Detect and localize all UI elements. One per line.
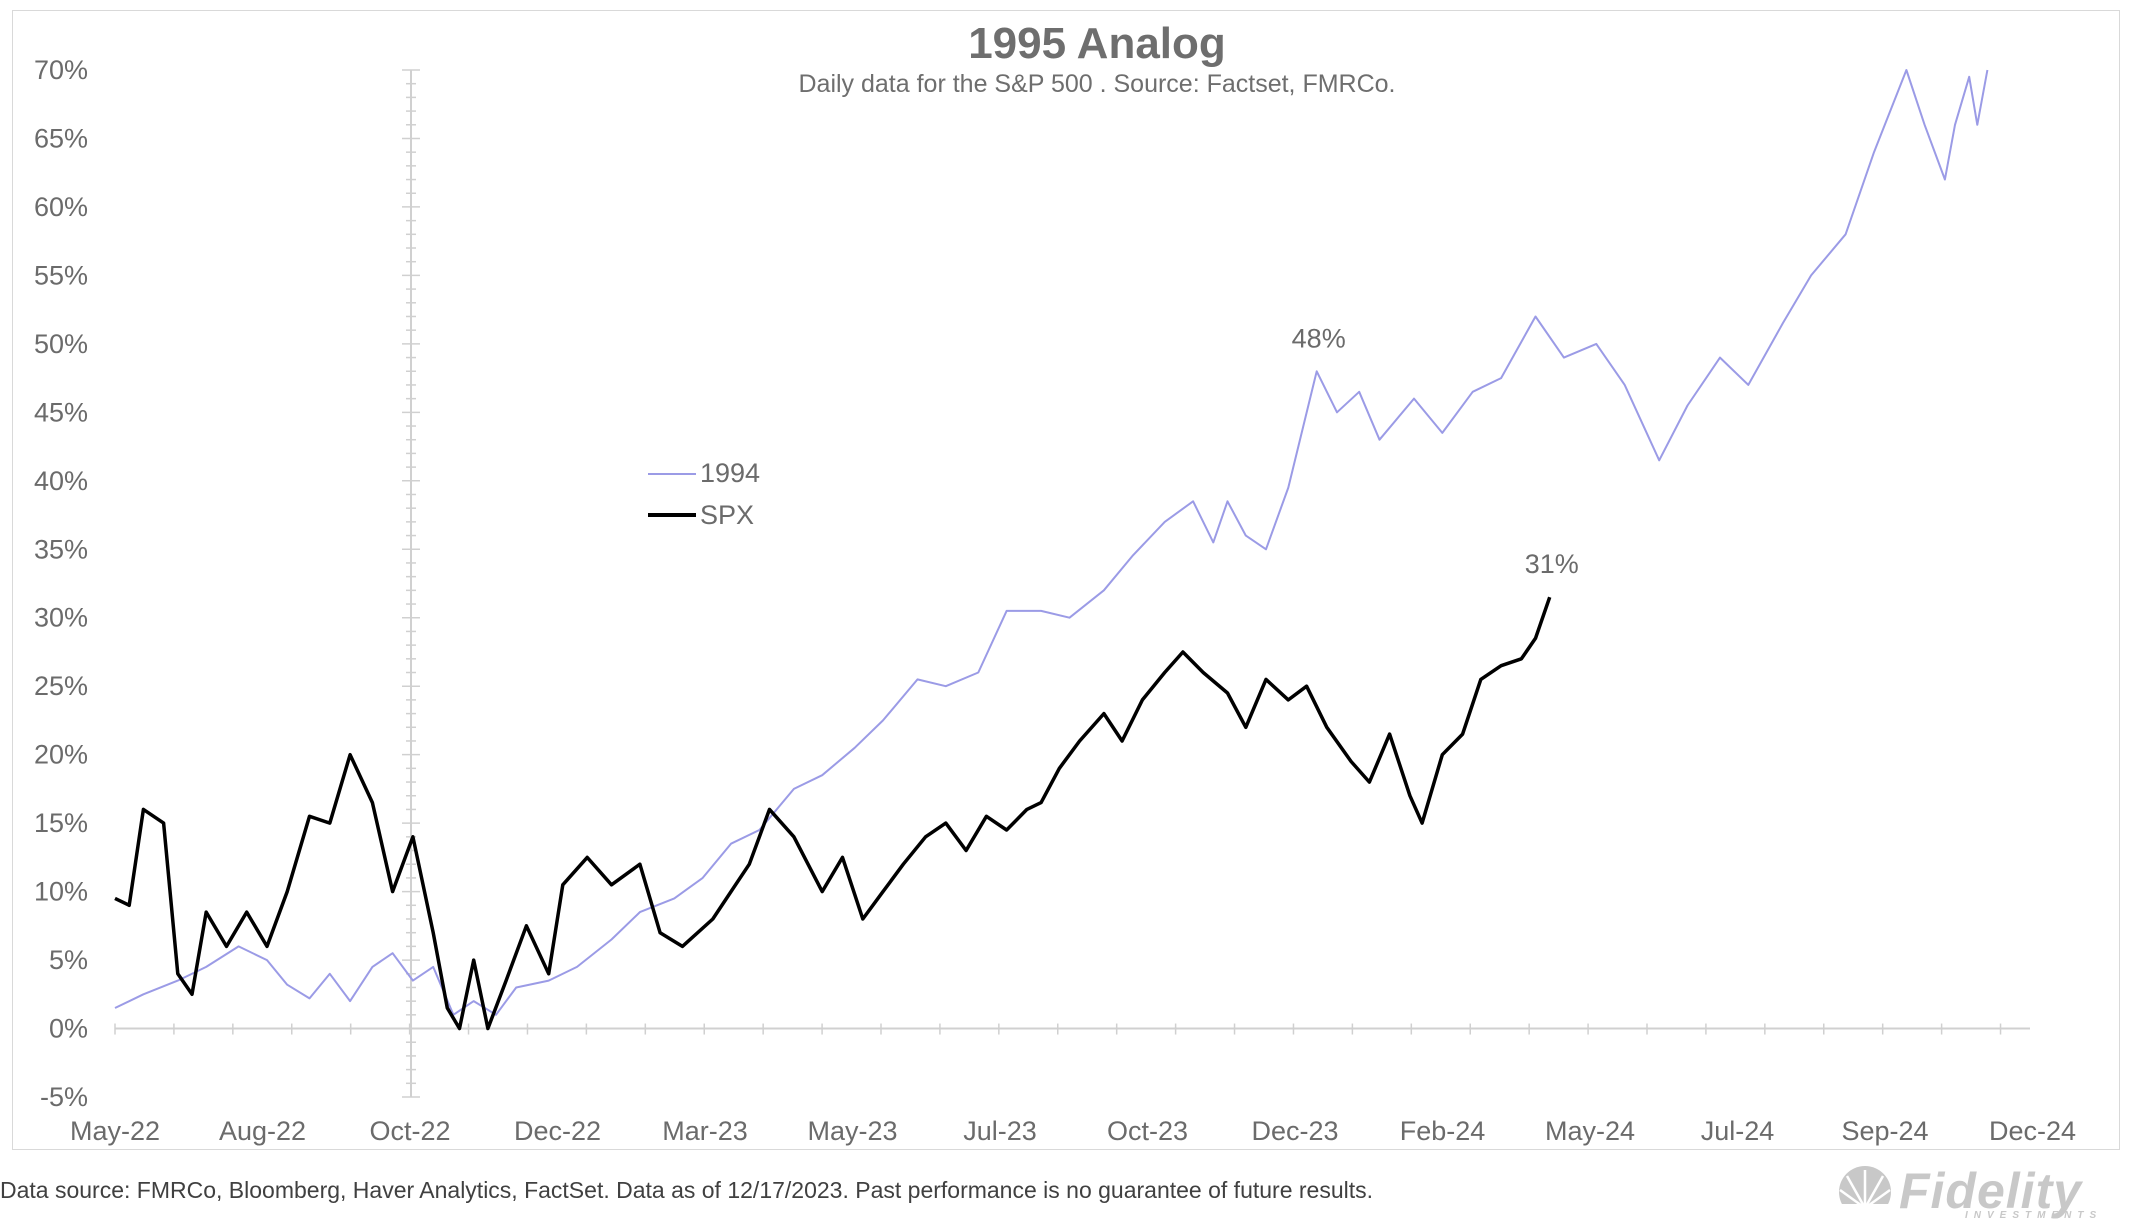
series-line-1994 — [114, 69, 1989, 1016]
y-tick-label: 0% — [49, 1014, 88, 1044]
y-tick-label: 40% — [34, 466, 88, 496]
x-tick-label: Jul-24 — [1701, 1116, 1775, 1146]
y-tick-label: 20% — [34, 740, 88, 770]
chart: 1995 Analog Daily data for the S&P 500 .… — [34, 19, 2076, 1146]
data-label: 48% — [1292, 323, 1346, 353]
y-tick-label: 5% — [49, 945, 88, 975]
y-tick-label: 25% — [34, 671, 88, 701]
x-tick-label: Sep-24 — [1841, 1116, 1928, 1146]
chart-subtitle: Daily data for the S&P 500 . Source: Fac… — [798, 70, 1395, 98]
chart-title: 1995 Analog — [968, 19, 1226, 68]
x-tick-label: Feb-24 — [1400, 1116, 1486, 1146]
fidelity-tagline: INVESTMENTS — [1965, 1210, 2103, 1221]
x-tick-label: May-23 — [807, 1116, 897, 1146]
chart-frame — [12, 10, 2120, 1150]
x-tick-label: Mar-23 — [662, 1116, 748, 1146]
legend-label-spx: SPX — [700, 500, 754, 530]
data-label: 31% — [1525, 549, 1579, 579]
y-tick-label: 60% — [34, 192, 88, 222]
x-tick-label: Jul-23 — [963, 1116, 1037, 1146]
y-tick-label: 15% — [34, 808, 88, 838]
fidelity-logo-mark-icon — [1839, 1166, 1891, 1220]
axes: -5% 0% 5% 10% 15% 20% 25% 30% 35% 40% 45% 50% 55% 60%… — [34, 55, 2076, 1146]
series-line-spx — [114, 596, 1552, 1031]
fidelity-logo: Fidelity INVESTMENTS — [1835, 1160, 2130, 1222]
y-tick-label: 70% — [34, 55, 88, 85]
y-tick-label: -5% — [40, 1082, 88, 1112]
x-tick-label: Dec-23 — [1251, 1116, 1338, 1146]
x-tick-label: May-24 — [1545, 1116, 1635, 1146]
y-tick-label: 65% — [34, 123, 88, 153]
y-tick-label: 10% — [34, 877, 88, 907]
legend: 1994 SPX — [648, 458, 760, 530]
y-tick-label: 55% — [34, 260, 88, 290]
x-tick-label: Oct-22 — [369, 1116, 450, 1146]
x-tick-label: Oct-23 — [1107, 1116, 1188, 1146]
annotations: 48% 31% — [1292, 323, 1579, 579]
y-tick-label: 50% — [34, 329, 88, 359]
x-tick-label: Dec-22 — [514, 1116, 601, 1146]
y-tick-label: 35% — [34, 534, 88, 564]
x-tick-label: Aug-22 — [219, 1116, 306, 1146]
footer-source: Data source: FMRCo, Bloomberg, Haver Ana… — [0, 1177, 1374, 1203]
y-tick-label: 45% — [34, 397, 88, 427]
y-tick-label: 30% — [34, 603, 88, 633]
series-layer — [114, 69, 1989, 1031]
x-tick-label: May-22 — [70, 1116, 160, 1146]
fidelity-wordmark: Fidelity — [1899, 1163, 2083, 1219]
legend-label-1994: 1994 — [700, 458, 760, 488]
x-tick-label: Dec-24 — [1989, 1116, 2076, 1146]
